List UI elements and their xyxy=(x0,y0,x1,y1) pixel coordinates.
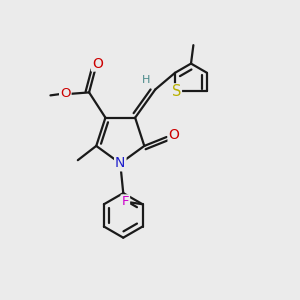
Text: O: O xyxy=(60,87,70,101)
Text: H: H xyxy=(142,75,150,85)
Text: O: O xyxy=(169,128,179,142)
Text: O: O xyxy=(92,57,103,70)
Text: F: F xyxy=(122,195,129,208)
Text: S: S xyxy=(172,84,181,99)
Text: N: N xyxy=(115,156,125,170)
